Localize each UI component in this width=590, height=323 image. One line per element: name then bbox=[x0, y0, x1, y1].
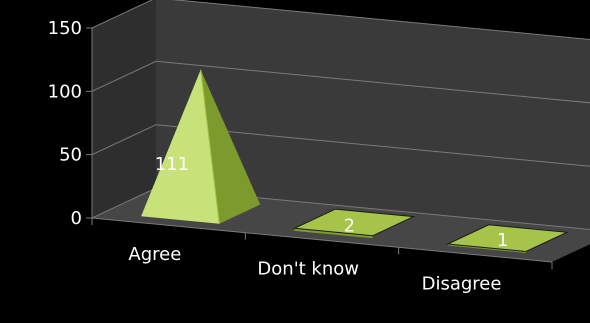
y-tick-label: 0 bbox=[71, 208, 82, 229]
x-axis-line bbox=[91, 217, 553, 263]
y-axis-ticks: 0 50 100 150 bbox=[48, 18, 92, 229]
data-labels: 111 2 1 bbox=[155, 154, 509, 251]
data-label: 2 bbox=[344, 216, 355, 237]
y-tick-label: 100 bbox=[48, 81, 82, 102]
side-wall bbox=[92, 0, 156, 218]
gridline bbox=[91, 124, 590, 167]
category-label: Disagree bbox=[422, 273, 502, 294]
data-label: 1 bbox=[497, 230, 508, 251]
category-label: Agree bbox=[128, 244, 181, 265]
back-wall bbox=[156, 0, 590, 230]
y-tick-label: 150 bbox=[48, 18, 82, 39]
gridlines bbox=[91, 0, 590, 263]
pyramid-bar bbox=[292, 208, 416, 239]
gridline bbox=[91, 0, 590, 41]
category-label: Don't know bbox=[257, 259, 359, 280]
gridline bbox=[91, 60, 590, 104]
x-axis-ticks bbox=[91, 218, 553, 269]
y-tick-label: 50 bbox=[59, 145, 82, 166]
pyramid-bar bbox=[445, 224, 569, 253]
category-labels: Agree Don't know Disagree bbox=[128, 244, 501, 294]
data-label: 111 bbox=[155, 154, 189, 175]
pyramid-bar bbox=[141, 69, 261, 224]
bars bbox=[141, 69, 569, 253]
